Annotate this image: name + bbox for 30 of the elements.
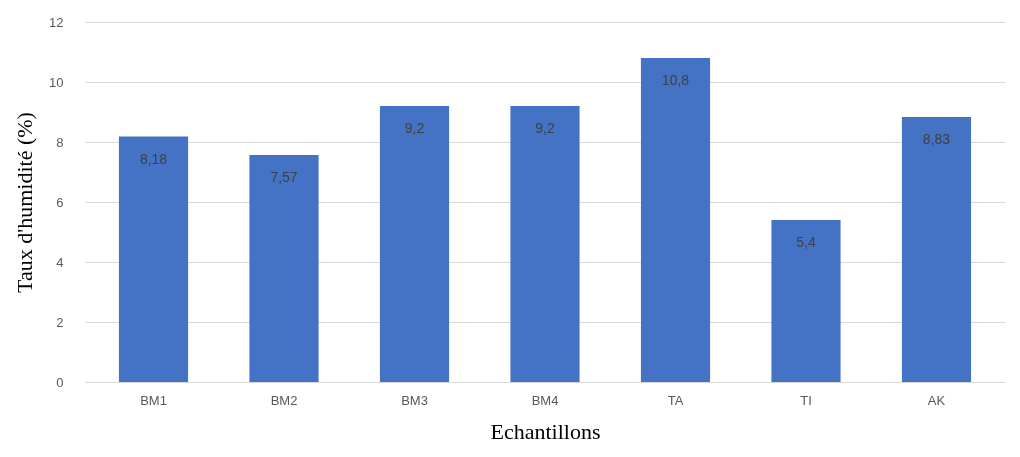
data-label: 9,2	[535, 120, 555, 136]
bar	[901, 117, 972, 382]
x-tick-label: TI	[800, 392, 812, 408]
bar	[379, 106, 450, 382]
data-label: 7,57	[270, 168, 298, 185]
bar	[640, 58, 711, 382]
y-tick-label: 2	[56, 314, 64, 330]
y-tick-label: 10	[49, 74, 64, 90]
x-tick-label: BM1	[140, 392, 167, 408]
data-label: 5,4	[796, 234, 816, 250]
data-label: 10,8	[661, 72, 690, 88]
x-tick-label: AK	[927, 392, 946, 408]
bar	[510, 106, 580, 382]
data-label: 8,83	[922, 131, 951, 148]
y-axis-title: Taux d'humidité (%)	[12, 112, 38, 293]
x-tick-label: BM3	[401, 392, 428, 408]
bar	[118, 136, 189, 382]
y-tick-label: 0	[56, 374, 64, 390]
x-tick-label: TA	[667, 392, 684, 408]
x-tick-label: BM2	[270, 392, 298, 408]
x-tick-label: BM4	[531, 392, 559, 408]
bar	[771, 220, 841, 382]
y-tick-label: 12	[49, 14, 64, 30]
y-tick-label: 4	[56, 254, 64, 270]
x-axis-title: Echantillons	[490, 418, 601, 444]
bar	[249, 154, 319, 382]
y-tick-label: 6	[56, 194, 64, 210]
data-label: 8,18	[139, 150, 168, 167]
y-tick-label: 8	[56, 134, 64, 150]
data-label: 9,2	[404, 120, 425, 136]
